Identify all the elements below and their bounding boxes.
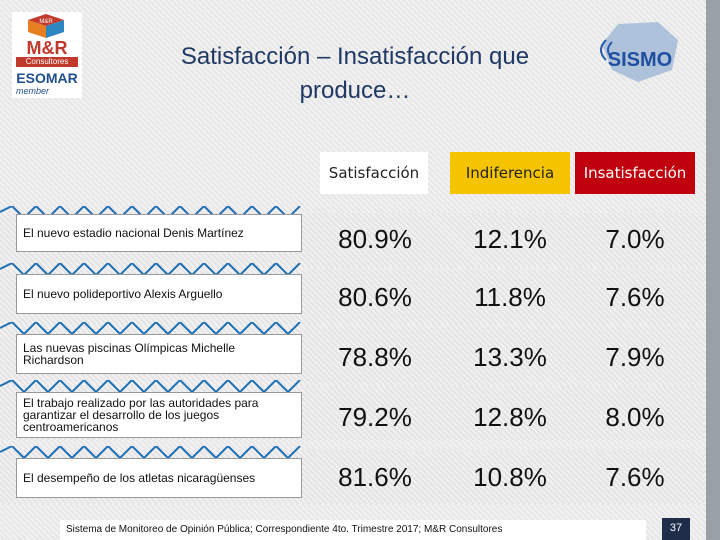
value-insatisfaccion: 7.6% [605, 282, 665, 312]
logo-sub: Consultores [16, 57, 78, 67]
cube-logo-icon: M&R [28, 14, 64, 38]
value-satisfaccion: 80.6% [338, 282, 412, 312]
value-insatisfaccion: 7.9% [605, 342, 665, 372]
slide-title: Satisfacción – Insatisfacción que produc… [120, 40, 590, 108]
right-edge-bar [706, 0, 720, 540]
value-satisfaccion: 80.9% [338, 224, 412, 254]
mr-consultores-logo: M&R M&R Consultores ESOMAR member [12, 12, 82, 98]
value-satisfaccion: 78.8% [338, 342, 412, 372]
row-label: Las nuevas piscinas Olímpicas Michelle R… [16, 334, 302, 374]
row-zigzag-icon [0, 263, 301, 275]
col-header-indiferencia: Indiferencia [450, 152, 570, 194]
row-zigzag-icon [0, 322, 301, 334]
value-indiferencia: 13.3% [473, 342, 547, 372]
value-indiferencia: 12.8% [473, 402, 547, 432]
title-line-1: Satisfacción – Insatisfacción que [180, 43, 530, 70]
svg-text:M&R: M&R [39, 19, 53, 25]
member-text: member [16, 86, 50, 96]
value-insatisfaccion: 7.0% [605, 224, 665, 254]
footer-source: Sistema de Monitoreo de Opinión Pública;… [60, 520, 646, 540]
page-number: 37 [662, 518, 690, 540]
col-header-insatisfaccion: Insatisfacción [575, 152, 695, 194]
title-line-2: produce… [299, 77, 411, 104]
sismo-logo: SISMO [600, 22, 678, 82]
row-zigzag-icon [0, 380, 301, 392]
value-indiferencia: 12.1% [473, 224, 547, 254]
row-label: El nuevo polideportivo Alexis Arguello [16, 274, 302, 314]
row-label: El desempeño de los atletas nicaragüense… [16, 458, 302, 498]
value-insatisfaccion: 7.6% [605, 462, 665, 492]
esomar-logo-text: ESOMAR [16, 70, 78, 86]
row-zigzag-icon [0, 446, 301, 458]
value-indiferencia: 11.8% [474, 282, 546, 312]
value-satisfaccion: 79.2% [338, 402, 412, 432]
value-insatisfaccion: 8.0% [605, 402, 665, 432]
row-label: El nuevo estadio nacional Denis Martínez [16, 214, 302, 252]
logo-brand: M&R [26, 38, 68, 58]
row-label: El trabajo realizado por las autoridades… [16, 392, 302, 438]
svg-text:SISMO: SISMO [608, 49, 672, 71]
col-header-satisfaccion: Satisfacción [320, 152, 428, 194]
value-indiferencia: 10.8% [473, 462, 547, 492]
value-satisfaccion: 81.6% [338, 462, 412, 492]
